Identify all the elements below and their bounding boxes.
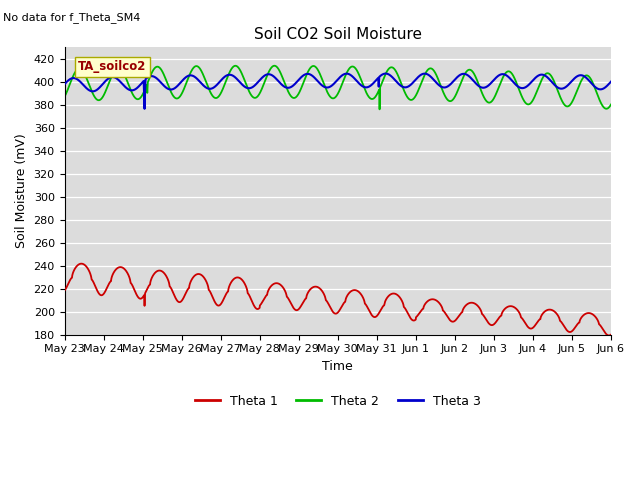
Text: TA_soilco2: TA_soilco2 <box>78 60 147 73</box>
Legend: Theta 1, Theta 2, Theta 3: Theta 1, Theta 2, Theta 3 <box>189 390 486 413</box>
Text: No data for f_Theta_SM4: No data for f_Theta_SM4 <box>3 12 141 23</box>
Y-axis label: Soil Moisture (mV): Soil Moisture (mV) <box>15 133 28 248</box>
Title: Soil CO2 Soil Moisture: Soil CO2 Soil Moisture <box>254 27 422 42</box>
X-axis label: Time: Time <box>323 360 353 373</box>
